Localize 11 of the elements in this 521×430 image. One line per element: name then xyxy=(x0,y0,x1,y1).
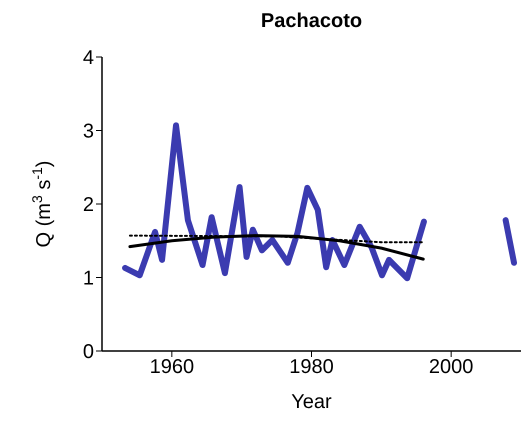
line-series xyxy=(128,234,425,261)
y-tick-label: 0 xyxy=(82,341,94,364)
chart-title: Pachacoto xyxy=(260,10,364,33)
y-tick-label: 4 xyxy=(82,47,94,70)
x-tick-label: 1980 xyxy=(289,356,334,378)
y-tick-label: 1 xyxy=(82,268,94,290)
x-axis-title: Year xyxy=(291,391,332,413)
y-tick-label: 2 xyxy=(82,194,94,216)
x-tick-label: 2000 xyxy=(428,356,474,378)
x-tick-label: 1960 xyxy=(150,356,194,378)
y-tick-label: 3 xyxy=(82,120,94,143)
